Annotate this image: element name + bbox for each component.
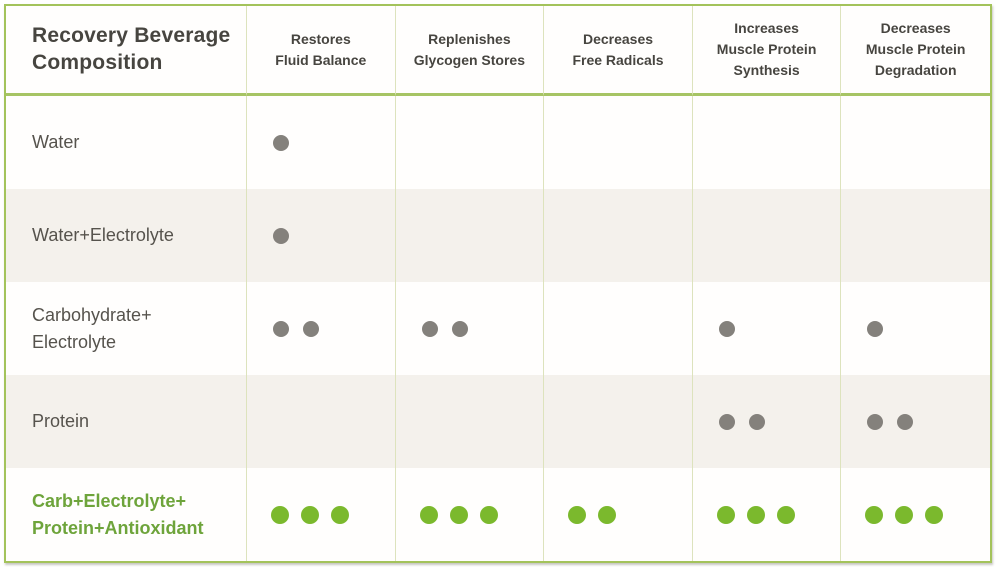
score-dot	[718, 320, 735, 337]
row-label: Water+Electrolyte	[6, 189, 247, 282]
text-line: Protein	[32, 411, 90, 432]
text-line: Electrolyte	[32, 331, 117, 352]
score-cell	[247, 96, 396, 189]
text-line: Degradation	[874, 62, 957, 78]
score-cell	[396, 468, 545, 561]
score-dot	[568, 505, 587, 524]
score-dot	[598, 505, 617, 524]
text-line: Carbohydrate+	[32, 305, 152, 326]
score-cell	[841, 96, 990, 189]
text-line: Protein+Antioxidant	[32, 517, 204, 538]
row-label: Carb+Electrolyte+ Protein+Antioxidant	[6, 468, 247, 561]
score-cell	[396, 96, 545, 189]
score-cell	[247, 282, 396, 375]
column-header-text: Decreases Free Radicals	[572, 29, 663, 71]
score-cell	[692, 189, 842, 282]
score-dot	[449, 505, 468, 524]
score-cell	[693, 282, 842, 375]
score-dot	[867, 320, 884, 337]
score-cell	[692, 375, 842, 468]
score-dot	[897, 413, 914, 430]
score-cell	[693, 468, 842, 561]
score-dot	[273, 227, 289, 244]
row-label-text: Water+Electrolyte	[32, 222, 174, 248]
score-dot	[865, 505, 884, 524]
text-line: Decreases	[880, 20, 951, 36]
score-dot	[718, 413, 735, 430]
column-header: Decreases Muscle Protein Degradation	[841, 6, 990, 96]
row-label-text: Carb+Electrolyte+ Protein+Antioxidant	[32, 488, 204, 540]
row-label-text: Carbohydrate+ Electrolyte	[32, 302, 152, 354]
score-cell	[395, 375, 545, 468]
column-header: Decreases Free Radicals	[544, 6, 693, 96]
text-line: Restores	[290, 30, 351, 47]
score-cell	[395, 189, 545, 282]
text-line: Free Radicals	[572, 51, 664, 68]
score-dot	[716, 505, 735, 524]
score-cell	[544, 282, 693, 375]
score-cell	[544, 189, 693, 282]
row-label-text: Protein	[32, 408, 89, 434]
score-dot	[748, 413, 765, 430]
score-dot	[331, 505, 349, 524]
text-line: Carb+Electrolyte+	[32, 491, 187, 512]
recovery-beverage-table: Recovery Beverage Composition Restores Fl…	[4, 4, 992, 563]
score-dot	[867, 413, 884, 430]
column-header-text: Restores Fluid Balance	[275, 29, 366, 71]
score-dot	[419, 505, 438, 524]
column-header: Increases Muscle Protein Synthesis	[692, 6, 842, 96]
score-cell	[841, 282, 990, 375]
text-line: Fluid Balance	[275, 51, 367, 68]
score-dot	[776, 505, 795, 524]
table-title: Recovery Beverage Composition	[6, 6, 247, 96]
score-cell	[841, 468, 990, 561]
score-dot	[895, 505, 914, 524]
score-dot	[273, 134, 289, 151]
text-line: Water+Electrolyte	[32, 225, 174, 246]
score-cell	[247, 375, 396, 468]
column-header-text: Increases Muscle Protein Synthesis	[717, 18, 817, 81]
score-cell	[247, 468, 396, 561]
score-cell	[544, 96, 693, 189]
column-header-text: Decreases Muscle Protein Degradation	[866, 18, 966, 81]
score-dot	[925, 505, 944, 524]
score-cell	[693, 96, 842, 189]
score-cell	[247, 189, 396, 282]
text-line: Replenishes	[428, 30, 511, 47]
row-label: Water	[6, 96, 247, 189]
score-dot	[303, 320, 319, 337]
score-cell	[841, 375, 990, 468]
score-dot	[301, 505, 319, 524]
text-line: Increases	[734, 20, 799, 36]
score-cell	[396, 282, 545, 375]
column-header: Replenishes Glycogen Stores	[395, 6, 545, 96]
score-cell	[841, 189, 990, 282]
score-dot	[746, 505, 765, 524]
score-dot	[271, 505, 289, 524]
column-header-text: Replenishes Glycogen Stores	[414, 29, 525, 71]
row-label: Protein	[6, 375, 247, 468]
column-header: Restores Fluid Balance	[247, 6, 396, 96]
row-label: Carbohydrate+ Electrolyte	[6, 282, 247, 375]
score-dot	[479, 505, 498, 524]
score-cell	[544, 468, 693, 561]
text-line: Water	[32, 132, 80, 153]
score-dot	[451, 320, 468, 337]
score-cell	[544, 375, 693, 468]
text-line: Muscle Protein	[716, 41, 817, 57]
text-line: Synthesis	[733, 62, 800, 78]
score-dot	[421, 320, 438, 337]
text-line: Glycogen Stores	[413, 51, 526, 68]
score-dot	[273, 320, 289, 337]
text-line: Muscle Protein	[865, 41, 966, 57]
text-line: Decreases	[582, 30, 654, 47]
row-label-text: Water	[32, 129, 79, 155]
